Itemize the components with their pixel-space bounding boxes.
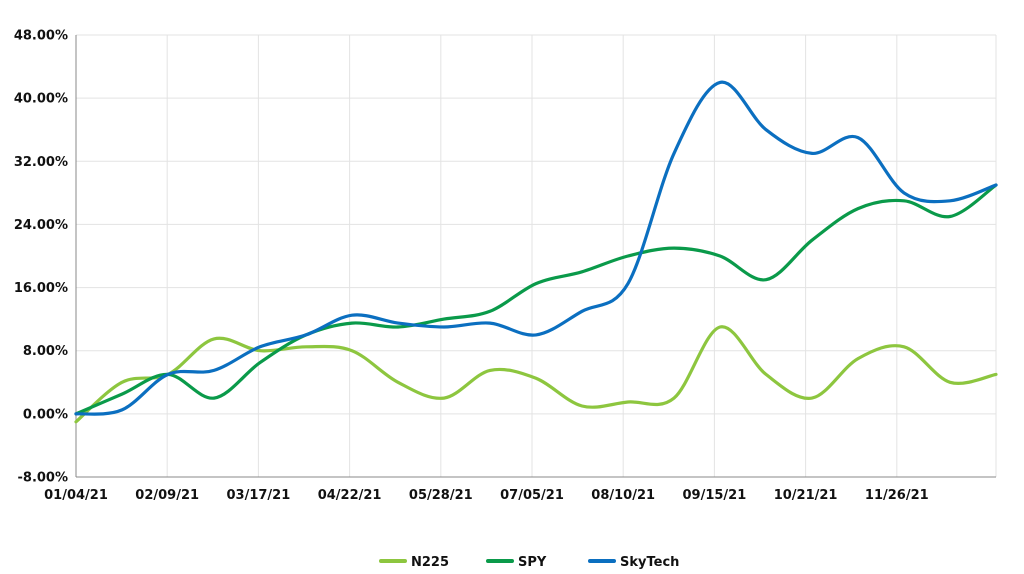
legend-item-n225[interactable]: N225	[379, 555, 449, 570]
x-tick-label: 10/21/21	[774, 488, 838, 503]
x-tick-label: 07/05/21	[500, 488, 564, 503]
x-tick-label: 03/17/21	[227, 488, 291, 503]
y-tick-label: 8.00%	[23, 344, 68, 359]
legend-label: SkyTech	[620, 555, 679, 570]
series-lines	[74, 80, 998, 424]
legend-item-skytech[interactable]: SkyTech	[588, 555, 679, 570]
x-axis-ticks: 01/04/21 02/09/21 03/17/21 04/22/21 05/28/21…	[44, 488, 929, 503]
series-line-spy	[74, 183, 998, 416]
y-axis-ticks: -8.00% 0.00% 8.00% 16.00% 24.00% 32.00% 40.00%…	[14, 29, 68, 486]
x-tick-label: 04/22/21	[318, 488, 382, 503]
series-line-skytech	[74, 80, 998, 416]
legend: N225 SPY SkyTech	[379, 555, 679, 570]
y-tick-label: 32.00%	[14, 155, 68, 170]
y-tick-label: 40.00%	[14, 92, 68, 107]
x-tick-label: 05/28/21	[409, 488, 473, 503]
grid	[75, 34, 997, 478]
y-tick-label: 24.00%	[14, 218, 68, 233]
x-tick-label: 02/09/21	[135, 488, 199, 503]
y-tick-label: -8.00%	[18, 471, 69, 486]
x-tick-label: 01/04/21	[44, 488, 108, 503]
x-tick-label: 09/15/21	[683, 488, 747, 503]
y-tick-label: 48.00%	[14, 29, 68, 44]
y-tick-label: 0.00%	[23, 407, 68, 422]
legend-label: N225	[411, 555, 449, 570]
legend-item-spy[interactable]: SPY	[486, 555, 547, 570]
legend-label: SPY	[518, 555, 547, 570]
series-line-n225	[74, 325, 998, 424]
x-tick-label: 08/10/21	[591, 488, 655, 503]
x-tick-label: 11/26/21	[865, 488, 929, 503]
y-tick-label: 16.00%	[14, 281, 68, 296]
